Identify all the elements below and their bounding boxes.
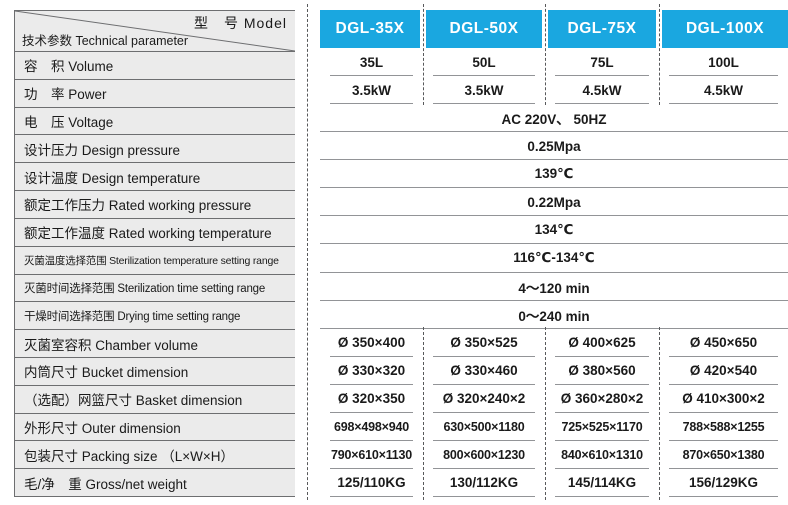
row-label-design-temperature: 设计温度 Design temperature: [15, 162, 295, 190]
column-divider-dashed-line: [423, 4, 424, 105]
parameter-panel: 型 号 Model 技术参数 Technical parameter 容 积 V…: [14, 10, 295, 497]
row-label-chamber-volume: 灭菌室容积 Chamber volume: [15, 329, 295, 357]
value-cell: 800×600×1230: [423, 441, 545, 470]
value-cell: 630×500×1180: [423, 413, 545, 441]
row-label-packing-size: 包装尺寸 Packing size （L×W×H）: [15, 440, 295, 468]
row-bucket-dimension: Ø 330×320 Ø 330×460 Ø 380×560 Ø 420×540: [320, 357, 788, 385]
value-cell: Ø 360×280×2: [545, 385, 659, 413]
row-basket-dimension: Ø 320×350 Ø 320×240×2 Ø 360×280×2 Ø 410×…: [320, 385, 788, 413]
model-header-row: DGL-35X DGL-50X DGL-75X DGL-100X: [320, 10, 788, 48]
value-cell: Ø 400×625: [545, 329, 659, 357]
row-label-gross-net-weight: 毛/净 重 Gross/net weight: [15, 468, 295, 496]
value-cell: 698×498×940: [320, 413, 423, 441]
row-outer-dimension: 698×498×940 630×500×1180 725×525×1170 78…: [320, 413, 788, 441]
row-power: 3.5kW 3.5kW 4.5kW 4.5kW: [320, 76, 788, 105]
value-cell: Ø 410×300×2: [659, 385, 788, 413]
row-packing-size: 790×610×1130 800×600×1230 840×610×1310 8…: [320, 441, 788, 470]
row-label-outer-dimension: 外形尺寸 Outer dimension: [15, 412, 295, 441]
value-cell-span: 0～240 min: [320, 301, 788, 329]
value-cell: Ø 450×650: [659, 329, 788, 357]
row-label-sterilization-temperature-range: 灭菌温度选择范围 Sterilization temperature setti…: [15, 245, 295, 274]
value-cell: Ø 330×460: [423, 357, 545, 385]
row-design-pressure: 0.25Mpa: [320, 132, 788, 161]
value-cell: Ø 320×350: [320, 385, 423, 413]
row-chamber-volume: Ø 350×400 Ø 350×525 Ø 400×625 Ø 450×650: [320, 329, 788, 357]
value-cell: 870×650×1380: [659, 441, 788, 470]
row-gross-net-weight: 125/110KG 130/112KG 145/114KG 156/129KG: [320, 469, 788, 498]
value-cell-span: 4～120 min: [320, 273, 788, 301]
corner-header-cell: 型 号 Model 技术参数 Technical parameter: [15, 11, 295, 51]
value-cell: Ø 380×560: [545, 357, 659, 385]
value-cell-span: 134℃: [320, 216, 788, 245]
value-cell: 790×610×1130: [320, 441, 423, 470]
row-label-drying-time-range: 干燥时间选择范围 Drying time setting range: [15, 301, 295, 329]
diagonal-divider-line: [15, 11, 295, 51]
value-cell: Ø 350×525: [423, 329, 545, 357]
value-cell: 3.5kW: [423, 76, 545, 105]
row-label-rated-working-pressure: 额定工作压力 Rated working pressure: [15, 190, 295, 218]
row-sterilization-time-range: 4～120 min: [320, 273, 788, 301]
value-cell: Ø 350×400: [320, 329, 423, 357]
value-cell-span: 139℃: [320, 160, 788, 189]
column-divider-dashed-line: [545, 4, 546, 105]
row-label-basket-dimension: （选配）网篮尺寸 Basket dimension: [15, 384, 295, 413]
row-sterilization-temperature-range: 116℃-134℃: [320, 244, 788, 273]
column-divider-dashed-line: [423, 327, 424, 500]
row-label-sterilization-time-range: 灭菌时间选择范围 Sterilization time setting rang…: [15, 273, 295, 302]
value-cell-span: 0.22Mpa: [320, 188, 788, 217]
corner-model-label: 型 号 Model: [193, 15, 287, 31]
model-header-dgl-100x: DGL-100X: [662, 10, 788, 48]
value-cell-span: AC 220V、 50HZ: [320, 104, 788, 133]
row-rated-working-temperature: 134℃: [320, 216, 788, 245]
value-cell: Ø 320×240×2: [423, 385, 545, 413]
value-cell: 3.5kW: [320, 76, 423, 105]
value-cell: 35L: [320, 48, 423, 77]
value-cell: 50L: [423, 48, 545, 77]
row-rated-working-pressure: 0.22Mpa: [320, 188, 788, 217]
value-cell: 788×588×1255: [659, 413, 788, 441]
row-label-bucket-dimension: 内筒尺寸 Bucket dimension: [15, 356, 295, 385]
value-cell: 75L: [545, 48, 659, 77]
value-cell-span: 116℃-134℃: [320, 244, 788, 273]
value-cell: 145/114KG: [545, 469, 659, 498]
row-design-temperature: 139℃: [320, 160, 788, 189]
value-cell: 4.5kW: [659, 76, 788, 105]
value-cell: 125/110KG: [320, 469, 423, 498]
row-drying-time-range: 0～240 min: [320, 301, 788, 329]
row-label-voltage: 电 压 Voltage: [15, 106, 295, 135]
row-label-design-pressure: 设计压力 Design pressure: [15, 134, 295, 162]
column-divider-dashed-line: [545, 327, 546, 500]
value-cell: Ø 420×540: [659, 357, 788, 385]
value-cell: 4.5kW: [545, 76, 659, 105]
value-cell: 156/129KG: [659, 469, 788, 498]
column-divider-dashed-line: [659, 327, 660, 500]
row-voltage: AC 220V、 50HZ: [320, 104, 788, 133]
model-header-dgl-75x: DGL-75X: [548, 10, 656, 48]
value-cell: 130/112KG: [423, 469, 545, 498]
value-cell-span: 0.25Mpa: [320, 132, 788, 161]
value-cell: 725×525×1170: [545, 413, 659, 441]
model-header-dgl-35x: DGL-35X: [320, 10, 420, 48]
panel-divider-dashed-line: [307, 4, 308, 500]
value-cell: Ø 330×320: [320, 357, 423, 385]
column-divider-dashed-line: [659, 4, 660, 105]
value-cell: 100L: [659, 48, 788, 77]
row-label-rated-working-temperature: 额定工作温度 Rated working temperature: [15, 217, 295, 246]
row-volume: 35L 50L 75L 100L: [320, 48, 788, 77]
row-label-volume: 容 积 Volume: [15, 51, 295, 79]
model-header-dgl-50x: DGL-50X: [426, 10, 542, 48]
value-cell: 840×610×1310: [545, 441, 659, 470]
row-label-power: 功 率 Power: [15, 78, 295, 107]
values-panel: DGL-35X DGL-50X DGL-75X DGL-100X 35L 50L…: [320, 10, 788, 498]
corner-param-label: 技术参数 Technical parameter: [22, 34, 189, 48]
